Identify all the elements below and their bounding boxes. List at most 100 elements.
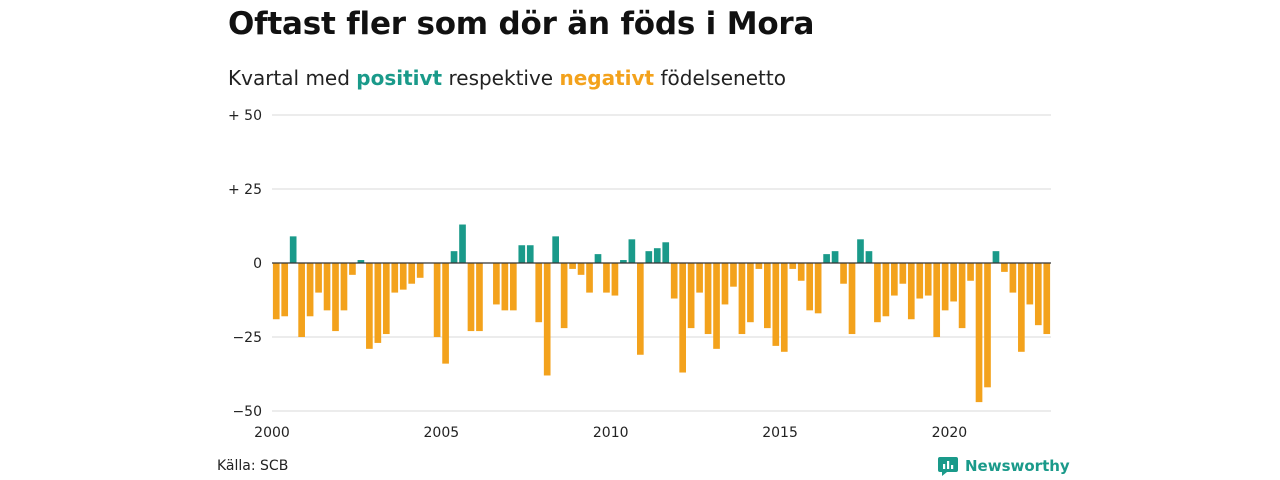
x-tick-label: 2015: [762, 425, 798, 441]
subtitle-suffix: födelsenetto: [654, 66, 786, 90]
bar-negative: [764, 263, 771, 329]
brand: Newsworthy: [937, 455, 1070, 477]
bar-negative: [924, 263, 932, 296]
bar-negative: [958, 263, 966, 329]
bar-negative: [391, 263, 399, 293]
x-tick-label: 2000: [254, 425, 290, 441]
bar-positive: [992, 251, 1000, 263]
bar-negative: [374, 263, 382, 343]
bar-positive: [594, 254, 602, 263]
bar-negative: [696, 263, 703, 293]
bar-negative: [730, 263, 737, 287]
bar-negative: [543, 263, 551, 376]
bar-positive: [450, 251, 458, 263]
chart-subtitle: Kvartal med positivt respektive negativt…: [228, 66, 786, 90]
bar-negative: [315, 263, 322, 293]
grid-lines: [272, 114, 1051, 412]
chart-title: Oftast fler som dör än föds i Mora: [228, 6, 815, 42]
bar-negative: [933, 263, 941, 337]
bar-negative: [586, 263, 593, 293]
bar-negative: [967, 263, 974, 281]
bar-negative: [509, 263, 517, 311]
bar-positive: [628, 239, 636, 263]
bar-negative: [670, 263, 678, 299]
bar-negative: [874, 263, 881, 323]
subtitle-negative: negativt: [559, 66, 655, 90]
bar-negative: [408, 263, 416, 284]
bar-negative: [840, 263, 847, 284]
bar-negative: [814, 263, 822, 314]
bar-negative: [916, 263, 924, 299]
bar-negative: [603, 263, 610, 293]
bar-positive: [857, 239, 864, 263]
y-tick-label: −50: [232, 404, 262, 420]
bar-negative: [891, 263, 898, 296]
bar-positive: [526, 245, 534, 263]
bar-negative: [281, 263, 289, 317]
bar-negative: [476, 263, 483, 332]
bar-negative: [416, 263, 424, 278]
bar-negative: [535, 263, 543, 323]
bars: [272, 224, 1051, 403]
bar-positive: [823, 254, 830, 263]
bar-negative: [941, 263, 949, 311]
y-tick-label: 0: [253, 256, 262, 272]
bar-negative: [560, 263, 568, 329]
bar-negative: [679, 263, 687, 373]
bar-negative: [366, 263, 373, 349]
bar-negative: [950, 263, 957, 302]
x-axis-ticks: 2000 2005 2010 2015 2020: [254, 425, 967, 441]
subtitle-positive: positivt: [356, 66, 443, 90]
bar-negative: [1034, 263, 1042, 326]
bar-negative: [323, 263, 331, 311]
bar-negative: [738, 263, 746, 335]
brand-name: Newsworthy: [965, 457, 1070, 475]
bar-negative: [1009, 263, 1017, 293]
x-tick-label: 2010: [593, 425, 629, 441]
y-tick-label: −25: [232, 330, 262, 346]
bar-negative: [907, 263, 915, 320]
bar-negative: [721, 263, 729, 305]
bar-negative: [272, 263, 280, 320]
source-note: Källa: SCB: [217, 458, 289, 474]
bar-negative: [713, 263, 720, 349]
bar-negative: [780, 263, 788, 352]
bar-positive: [865, 251, 873, 263]
bar-negative: [467, 263, 475, 332]
bar-negative: [1001, 263, 1008, 272]
bar-negative: [493, 263, 500, 305]
bar-negative: [789, 263, 797, 269]
x-tick-label: 2020: [932, 425, 968, 441]
bar-positive: [662, 242, 670, 263]
bar-negative: [433, 263, 441, 337]
bar-negative: [306, 263, 314, 317]
subtitle-prefix: Kvartal med: [228, 66, 357, 90]
bar-positive: [289, 236, 297, 263]
x-tick-label: 2005: [424, 425, 460, 441]
bar-negative: [797, 263, 805, 281]
bar-positive: [459, 224, 466, 263]
bar-negative: [806, 263, 814, 311]
bar-negative: [1018, 263, 1025, 352]
bar-negative: [577, 263, 585, 275]
y-tick-label: + 50: [228, 108, 262, 124]
subtitle-middle: respektive: [442, 66, 560, 90]
bar-negative: [975, 263, 983, 403]
bar-positive: [552, 236, 559, 263]
bar-negative: [399, 263, 407, 290]
bar-negative: [340, 263, 348, 311]
bar-positive: [518, 245, 526, 263]
newsworthy-logo-icon: [938, 457, 958, 476]
bar-negative: [984, 263, 991, 388]
bar-negative: [755, 263, 763, 269]
bar-negative: [1026, 263, 1034, 305]
bar-negative: [442, 263, 449, 364]
bar-negative: [611, 263, 619, 296]
bar-negative: [882, 263, 890, 317]
bar-positive: [357, 260, 365, 263]
bar-positive: [620, 260, 627, 263]
bar-negative: [569, 263, 576, 269]
bar-positive: [653, 248, 661, 263]
bar-negative: [772, 263, 780, 346]
